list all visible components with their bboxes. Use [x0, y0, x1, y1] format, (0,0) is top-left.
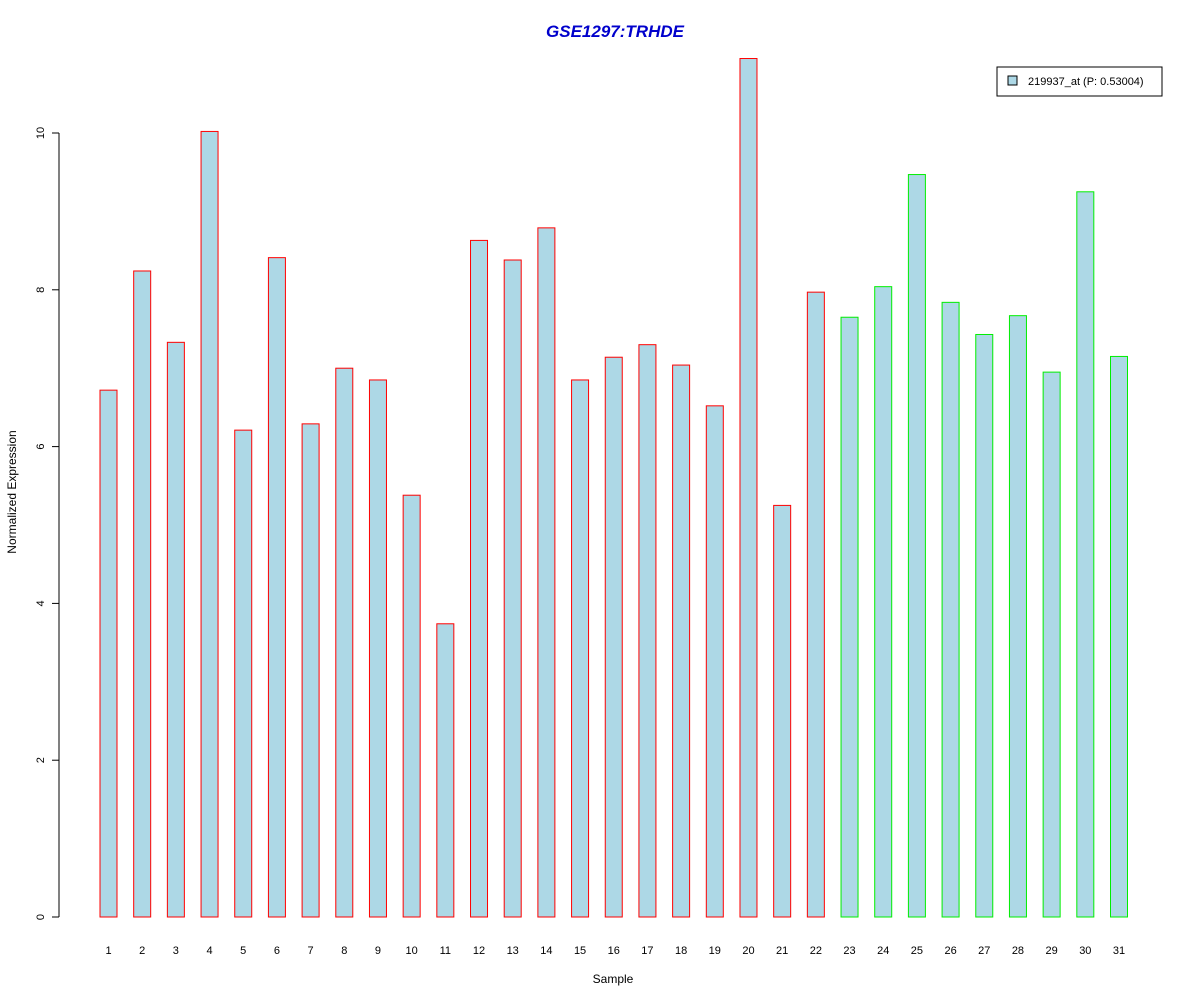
x-tick-label: 27 [978, 945, 990, 957]
bar-sample-28 [1008, 315, 1027, 918]
legend-box [996, 66, 1163, 97]
x-tick-label: 28 [1012, 945, 1024, 957]
bar-sample-17 [638, 344, 657, 918]
y-tick-label: 6 [35, 444, 47, 450]
bar-sample-6 [267, 257, 286, 918]
bar-sample-27 [975, 333, 994, 918]
y-tick-label: 4 [35, 600, 47, 606]
bar-sample-12 [470, 239, 489, 918]
x-tick-label: 3 [173, 945, 179, 957]
bar-sample-16 [604, 356, 623, 918]
bar-sample-14 [537, 227, 556, 918]
bar-sample-10 [402, 494, 421, 918]
x-tick-label: 26 [944, 945, 956, 957]
chart-title: GSE1297:TRHDE [546, 22, 685, 41]
bar-sample-25 [907, 174, 926, 918]
bar-sample-21 [773, 504, 792, 918]
legend: 219937_at (P: 0.53004) [996, 66, 1163, 97]
x-tick-label: 16 [608, 945, 620, 957]
bar-sample-18 [672, 364, 691, 918]
bar-sample-23 [840, 316, 859, 918]
x-tick-label: 11 [440, 945, 451, 957]
legend-label: 219937_at (P: 0.53004) [1028, 76, 1144, 88]
bar-sample-26 [941, 301, 960, 918]
bar-sample-13 [503, 259, 522, 918]
x-tick-labels: 1 2 3 4 5 6 7 8 9 10 11 12 13 14 15 16 17 18 19 20 21 22 23 24 2… [105, 945, 1125, 957]
bar-sample-3 [166, 341, 185, 918]
x-tick-label: 13 [507, 945, 519, 957]
bar-sample-24 [874, 286, 893, 918]
x-tick-label: 10 [406, 945, 418, 957]
x-tick-label: 25 [911, 945, 923, 957]
x-tick-label: 8 [341, 945, 347, 957]
y-axis-label: Normalized Expression [5, 430, 19, 553]
x-tick-label: 7 [308, 945, 314, 957]
x-tick-label: 18 [675, 945, 687, 957]
x-tick-label: 23 [843, 945, 855, 957]
bar-sample-31 [1110, 355, 1128, 918]
bar-sample-30 [1076, 191, 1095, 918]
x-tick-label: 4 [206, 945, 212, 957]
x-tick-label: 29 [1046, 945, 1058, 957]
bar-sample-19 [705, 405, 724, 918]
x-tick-label: 22 [810, 945, 822, 957]
bar-sample-29 [1042, 371, 1061, 918]
bar-sample-7 [301, 423, 320, 918]
x-tick-label: 14 [540, 945, 552, 957]
x-tick-label: 5 [240, 945, 246, 957]
x-tick-label: 19 [709, 945, 721, 957]
bar-sample-9 [368, 379, 387, 918]
bar-sample-20 [739, 58, 758, 918]
x-tick-label: 30 [1079, 945, 1091, 957]
bar-sample-11 [436, 623, 455, 918]
x-tick-label: 24 [877, 945, 889, 957]
bar-sample-2 [133, 270, 152, 918]
x-tick-label: 2 [139, 945, 145, 957]
legend-swatch [1007, 75, 1018, 86]
y-tick-label: 0 [35, 914, 47, 920]
x-tick-label: 12 [473, 945, 485, 957]
y-tick-label: 8 [35, 287, 47, 293]
bars [99, 58, 1128, 918]
x-axis-label: Sample [593, 972, 634, 986]
bar-sample-22 [806, 291, 825, 918]
x-tick-label: 1 [105, 945, 111, 957]
bar-sample-8 [335, 367, 354, 918]
y-tick-label: 2 [35, 757, 47, 763]
x-tick-label: 31 [1113, 945, 1125, 957]
x-tick-label: 20 [742, 945, 754, 957]
x-tick-label: 6 [274, 945, 280, 957]
y-axis: 0 2 4 6 8 10 [35, 127, 60, 920]
bar-sample-15 [571, 379, 590, 918]
bar-sample-1 [99, 389, 118, 918]
y-tick-label: 10 [35, 127, 47, 139]
x-tick-label: 21 [776, 945, 788, 957]
bar-sample-5 [234, 429, 253, 918]
x-tick-label: 17 [641, 945, 653, 957]
bar-sample-4 [200, 130, 219, 918]
x-tick-label: 9 [375, 945, 381, 957]
x-tick-label: 15 [574, 945, 586, 957]
